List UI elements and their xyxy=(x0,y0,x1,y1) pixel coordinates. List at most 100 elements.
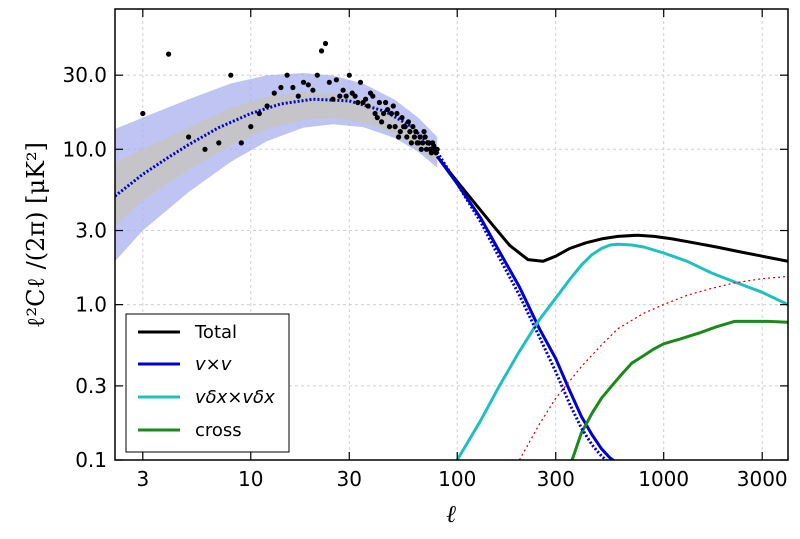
data-point xyxy=(390,103,396,109)
data-point xyxy=(228,72,234,78)
data-point xyxy=(186,134,192,140)
data-point xyxy=(410,124,416,130)
y-tick-label: 30.0 xyxy=(62,63,107,87)
data-point xyxy=(326,79,332,85)
legend-label-total: Total xyxy=(194,322,237,343)
y-axis-label: ℓ²Cℓ /(2π) [μK²] xyxy=(22,142,50,328)
data-point xyxy=(314,72,320,78)
data-point xyxy=(411,134,417,140)
data-point xyxy=(413,129,419,135)
data-point xyxy=(365,103,371,109)
data-point xyxy=(408,140,414,146)
plot-frame xyxy=(114,8,789,461)
data-point xyxy=(397,129,403,135)
series-line-v-x-v-x xyxy=(455,242,788,460)
x-tick-label: 300 xyxy=(537,467,575,491)
data-point xyxy=(376,99,382,106)
data-point xyxy=(300,79,307,85)
data-point xyxy=(426,140,432,146)
data-point xyxy=(166,51,172,57)
data-point xyxy=(399,115,405,121)
data-point xyxy=(216,140,222,146)
y-tick-label: 0.3 xyxy=(75,374,107,398)
x-tick-label: 10 xyxy=(238,467,263,491)
legend-label-vdx: vδx×vδx xyxy=(195,387,275,408)
legend-item-total: Total xyxy=(138,322,237,343)
data-point xyxy=(392,124,398,130)
data-point xyxy=(418,146,424,152)
x-tick-label: 30 xyxy=(337,467,362,491)
data-point xyxy=(421,129,427,135)
axis-ticks: 3 10 30 100 300 1000 3000 0.1 0.3 1.0 3.0 10.0 30.0 xyxy=(62,9,788,491)
series-line-total xyxy=(436,155,788,263)
data-point xyxy=(346,72,352,78)
data-point xyxy=(295,93,301,99)
data-point xyxy=(420,140,426,146)
series-lines xyxy=(115,97,788,460)
legend-label-cross: cross xyxy=(195,420,242,441)
data-point xyxy=(388,110,394,117)
x-tick-label: 3 xyxy=(136,467,149,491)
series-line-v-v xyxy=(435,155,616,460)
data-point xyxy=(428,150,434,156)
data-point xyxy=(140,110,146,117)
data-point xyxy=(386,124,393,130)
data-point xyxy=(256,110,262,117)
data-point xyxy=(407,129,413,135)
data-point xyxy=(284,72,290,78)
data-point xyxy=(381,110,387,117)
data-point xyxy=(238,140,244,146)
data-point xyxy=(394,110,400,117)
data-point xyxy=(417,134,423,140)
data-point xyxy=(264,103,270,109)
data-point xyxy=(405,119,411,125)
error-band-1 xyxy=(115,91,438,227)
data-point xyxy=(343,93,349,99)
series-line-model-5 xyxy=(518,275,788,460)
data-point xyxy=(379,119,385,125)
y-tick-label: 3.0 xyxy=(75,219,107,243)
data-point xyxy=(352,93,358,99)
data-point xyxy=(310,87,316,93)
data-point xyxy=(202,146,208,152)
x-tick-label: 1000 xyxy=(638,467,689,491)
data-point xyxy=(434,146,440,152)
y-tick-label: 0.1 xyxy=(75,448,107,472)
data-point xyxy=(318,48,325,54)
data-point xyxy=(355,99,361,106)
data-point xyxy=(383,99,389,106)
data-point xyxy=(322,40,329,47)
legend-item-vxv: v×v xyxy=(138,354,232,375)
data-point xyxy=(402,124,408,130)
y-tick-label: 10.0 xyxy=(62,137,107,161)
data-point xyxy=(340,87,346,93)
data-point xyxy=(357,79,364,85)
data-point xyxy=(396,134,402,140)
series-line-cross xyxy=(570,319,788,460)
data-point xyxy=(333,77,339,83)
data-point xyxy=(330,96,336,102)
legend-item-cross: cross xyxy=(138,420,242,441)
x-axis-label: ℓ xyxy=(446,500,456,528)
data-point xyxy=(370,93,376,99)
data-point xyxy=(278,84,284,91)
data-point xyxy=(422,134,428,140)
data-point xyxy=(385,107,391,113)
legend-item-vdx: vδx×vδx xyxy=(138,387,275,408)
data-point xyxy=(416,140,422,146)
data-point xyxy=(423,146,430,152)
data-point xyxy=(337,93,343,99)
data-point xyxy=(248,124,254,130)
data-point xyxy=(372,110,378,117)
x-tick-label: 100 xyxy=(438,467,476,491)
data-point xyxy=(290,84,296,91)
y-tick-label: 1.0 xyxy=(75,293,107,317)
data-point xyxy=(305,82,311,88)
data-point xyxy=(363,96,369,102)
data-points xyxy=(140,40,440,156)
data-point xyxy=(271,90,277,96)
data-point xyxy=(404,134,410,140)
x-tick-label: 3000 xyxy=(737,467,788,491)
series-line-model-4 xyxy=(115,97,609,460)
